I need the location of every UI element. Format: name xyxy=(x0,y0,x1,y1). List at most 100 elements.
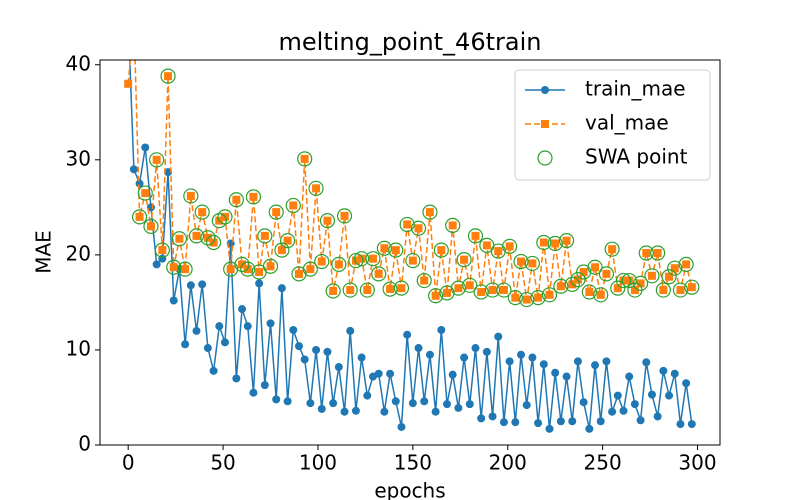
data-point xyxy=(454,403,463,412)
data-point xyxy=(152,155,161,164)
data-point xyxy=(177,261,193,277)
legend-marker xyxy=(541,86,549,94)
data-point xyxy=(205,234,222,251)
data-point xyxy=(408,256,417,265)
data-point xyxy=(477,287,486,296)
data-point xyxy=(294,269,303,278)
data-point xyxy=(266,319,275,328)
y-tick-label: 10 xyxy=(66,336,91,360)
data-point xyxy=(382,281,398,297)
data-point xyxy=(425,208,434,217)
data-point xyxy=(300,355,309,364)
data-point xyxy=(268,204,284,220)
data-point xyxy=(659,286,668,295)
data-point xyxy=(164,72,173,81)
data-point xyxy=(410,220,427,236)
data-point xyxy=(667,260,683,276)
data-point xyxy=(169,296,178,305)
data-point xyxy=(283,397,292,406)
plot-area xyxy=(124,60,700,433)
data-point xyxy=(499,418,508,427)
data-point xyxy=(245,189,262,205)
data-point xyxy=(467,228,484,244)
data-point xyxy=(676,420,685,429)
data-point xyxy=(678,256,694,272)
data-point xyxy=(312,345,321,354)
data-point xyxy=(545,290,554,299)
data-point xyxy=(302,261,318,277)
data-point xyxy=(294,342,303,351)
data-point xyxy=(357,353,366,362)
data-point xyxy=(602,269,611,278)
data-point xyxy=(198,280,207,289)
data-point xyxy=(522,295,531,304)
legend-label: SWA point xyxy=(585,145,688,169)
data-point xyxy=(684,279,700,295)
data-point xyxy=(289,201,298,210)
data-point xyxy=(670,264,679,273)
data-point xyxy=(217,209,233,225)
data-point xyxy=(194,204,210,220)
data-point xyxy=(376,240,392,256)
data-point xyxy=(391,397,400,406)
data-point xyxy=(306,265,315,274)
data-point xyxy=(371,266,387,282)
data-point xyxy=(312,184,321,193)
legend-label: val_mae xyxy=(585,111,669,135)
data-point xyxy=(171,231,188,247)
data-point xyxy=(380,244,389,253)
data-point xyxy=(551,239,560,248)
data-point xyxy=(146,222,155,231)
data-point xyxy=(598,266,615,282)
data-point xyxy=(661,269,677,285)
y-tick-label: 40 xyxy=(66,51,91,75)
data-point xyxy=(610,280,626,296)
data-point xyxy=(181,340,190,349)
data-point xyxy=(325,283,341,299)
data-point xyxy=(226,265,235,274)
data-point xyxy=(496,282,512,298)
data-point xyxy=(215,322,224,331)
data-point xyxy=(160,68,176,84)
data-point xyxy=(319,213,336,229)
data-point xyxy=(488,286,497,295)
data-point xyxy=(528,259,537,268)
data-point xyxy=(659,366,668,375)
data-point xyxy=(181,265,190,274)
data-point xyxy=(596,290,605,299)
data-point xyxy=(647,271,656,280)
data-point xyxy=(505,242,514,251)
data-point xyxy=(630,400,639,409)
data-point xyxy=(522,401,531,410)
data-point xyxy=(448,370,457,379)
data-point xyxy=(393,280,410,296)
data-point xyxy=(570,271,586,288)
data-point xyxy=(581,284,597,300)
data-point xyxy=(682,379,691,388)
data-point xyxy=(642,358,651,367)
data-point xyxy=(124,79,133,88)
data-point xyxy=(462,277,478,293)
data-point xyxy=(397,284,406,293)
data-point xyxy=(183,188,199,204)
data-point xyxy=(169,263,178,272)
legend-label: train_mae xyxy=(585,77,686,101)
data-point xyxy=(135,179,144,188)
data-point xyxy=(579,398,588,407)
data-point xyxy=(334,363,343,372)
data-point xyxy=(534,293,543,302)
data-point xyxy=(232,374,241,383)
data-point xyxy=(672,282,689,298)
data-point xyxy=(414,224,423,233)
data-point xyxy=(354,251,370,267)
data-point xyxy=(556,417,565,426)
data-point xyxy=(329,399,338,408)
data-point xyxy=(285,197,301,214)
data-point xyxy=(416,272,432,289)
data-point xyxy=(499,286,508,295)
data-point xyxy=(585,287,594,296)
data-point xyxy=(551,368,560,377)
data-point xyxy=(437,246,446,255)
data-point xyxy=(443,400,452,409)
